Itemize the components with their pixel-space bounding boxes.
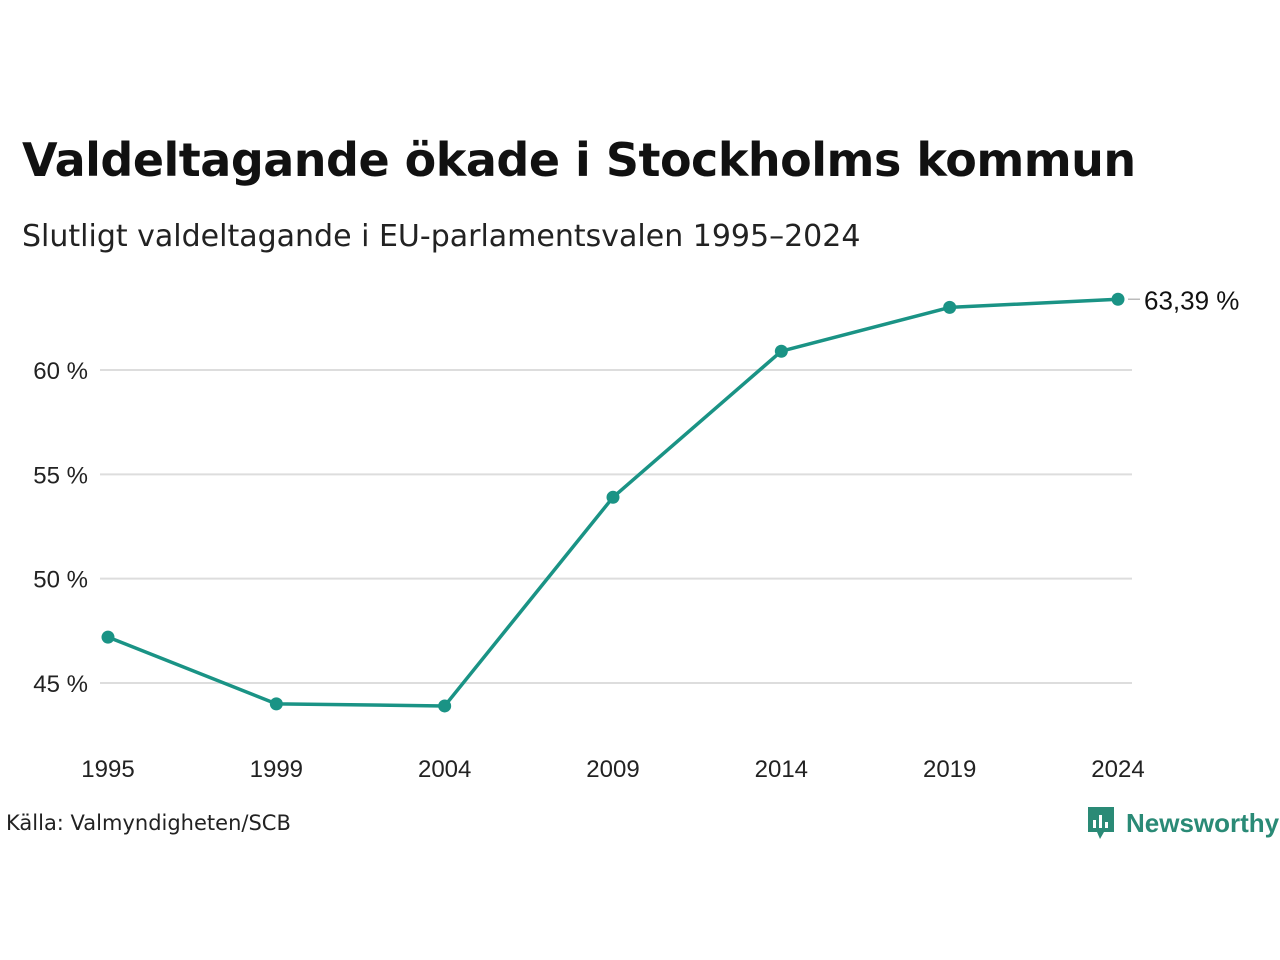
y-tick-label: 60 % (33, 358, 88, 385)
bar-chart-speech-bubble-icon (1088, 807, 1114, 839)
x-tick-label: 2009 (586, 756, 639, 783)
data-point (101, 630, 115, 644)
data-point (606, 490, 620, 504)
chart-subtitle: Slutligt valdeltagande i EU-parlamentsva… (22, 219, 861, 254)
y-axis-ticks: 45 % 50 % 55 % 60 % (33, 358, 88, 698)
y-tick-label: 50 % (33, 567, 88, 594)
brand-name: Newsworthy (1126, 807, 1280, 838)
gridlines (100, 369, 1132, 684)
data-point (943, 300, 957, 314)
data-point (1111, 292, 1125, 306)
x-tick-label: 2014 (755, 756, 808, 783)
x-axis-ticks: 1995 1999 2004 2009 2014 2019 2024 (81, 756, 1144, 783)
y-tick-label: 45 % (33, 671, 88, 698)
source-note: Källa: Valmyndigheten/SCB (6, 811, 291, 835)
series (101, 292, 1125, 713)
x-tick-label: 1995 (81, 756, 134, 783)
data-point (269, 697, 283, 711)
brand-logo: Newsworthy (1086, 803, 1279, 843)
end-labels: 63,39 % (1128, 285, 1239, 315)
y-tick-label: 55 % (33, 462, 88, 489)
x-tick-label: 2024 (1091, 756, 1144, 783)
chart-title: Valdeltagande ökade i Stockholms kommun (22, 133, 1136, 187)
data-point (438, 699, 452, 713)
x-tick-label: 2019 (923, 756, 976, 783)
x-tick-label: 2004 (418, 756, 471, 783)
data-point (774, 344, 788, 358)
end-value-label: 63,39 % (1144, 285, 1239, 315)
x-tick-label: 1999 (250, 756, 303, 783)
